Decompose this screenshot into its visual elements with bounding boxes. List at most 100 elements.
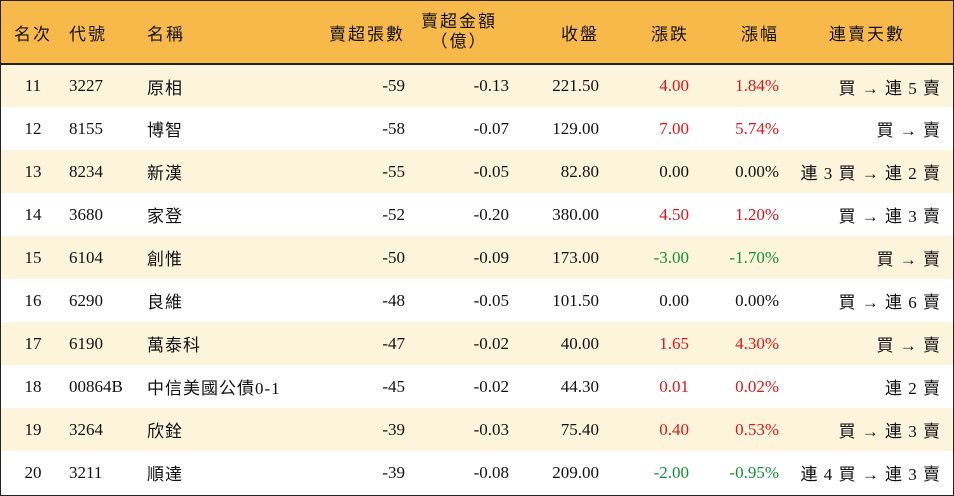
change-cell: 7.00: [659, 118, 689, 138]
net-sell-shares-cell: -39: [382, 462, 405, 482]
name-cell: 博智: [147, 121, 183, 140]
name-cell: 家登: [147, 207, 183, 226]
code-cell: 00864B: [69, 376, 123, 396]
close-cell: 173.00: [552, 247, 599, 267]
net-sell-shares-cell: -55: [382, 161, 405, 181]
streak-cell: 買 → 連 6 賣: [838, 293, 941, 312]
net-sell-shares-cell: -59: [382, 76, 405, 95]
rank-cell: 20: [24, 462, 42, 482]
change-pct-cell: -0.95%: [729, 462, 779, 482]
change-cell: 4.00: [659, 76, 689, 95]
change-cell: -3.00: [653, 247, 689, 267]
net-sell-amount-cell: -0.02: [473, 333, 509, 353]
rank-cell: 18: [24, 376, 42, 396]
header-rank[interactable]: 名次: [14, 24, 52, 44]
change-cell: -2.00: [653, 462, 689, 482]
rank-cell: 13: [24, 161, 42, 181]
rank-cell: 16: [24, 290, 42, 310]
code-cell: 3264: [69, 419, 103, 439]
header-change-pct[interactable]: 漲幅: [741, 24, 779, 44]
code-cell: 3227: [69, 76, 103, 95]
close-cell: 44.30: [560, 376, 599, 396]
header-code[interactable]: 代號: [69, 24, 107, 44]
table-row[interactable]: 12 8155 博智 -58 -0.07 129.00 7.00 5.74% 買…: [1, 107, 953, 150]
code-cell: 6290: [69, 290, 103, 310]
change-cell: 0.01: [659, 376, 689, 396]
table-row[interactable]: 14 3680 家登 -52 -0.20 380.00 4.50 1.20% 買…: [1, 193, 953, 236]
name-cell: 順達: [147, 465, 183, 484]
header-net-sell-amount-line2: （億）: [430, 32, 488, 51]
net-sell-amount-cell: -0.05: [473, 290, 509, 310]
rank-cell: 14: [24, 204, 42, 224]
rank-cell: 11: [24, 76, 42, 95]
streak-cell: 買 → 連 5 賣: [838, 78, 941, 98]
rank-cell: 12: [24, 118, 42, 138]
table-row[interactable]: 16 6290 良維 -48 -0.05 101.50 0.00 0.00% 買…: [1, 279, 953, 322]
net-sell-amount-cell: -0.13: [473, 76, 509, 95]
net-sell-shares-cell: -58: [382, 118, 405, 138]
change-cell: 4.50: [659, 204, 689, 224]
table-row[interactable]: 19 3264 欣銓 -39 -0.03 75.40 0.40 0.53% 買 …: [1, 408, 953, 451]
streak-cell: 買 → 賣: [876, 336, 941, 355]
streak-cell: 買 → 賣: [876, 250, 941, 269]
code-cell: 8155: [69, 118, 103, 138]
net-sell-amount-cell: -0.07: [473, 118, 509, 138]
close-cell: 129.00: [552, 118, 599, 138]
streak-cell: 連 4 買 → 連 3 賣: [800, 465, 941, 484]
name-cell: 良維: [147, 293, 183, 312]
net-sell-shares-cell: -48: [382, 290, 405, 310]
net-sell-amount-cell: -0.02: [473, 376, 509, 396]
streak-cell: 連 2 賣: [885, 379, 941, 398]
change-cell: 0.00: [659, 161, 689, 181]
change-pct-cell: -1.70%: [729, 247, 779, 267]
net-sell-amount-cell: -0.08: [473, 462, 509, 482]
rank-cell: 15: [24, 247, 42, 267]
net-sell-shares-cell: -47: [382, 333, 405, 353]
name-cell: 創惟: [147, 250, 183, 269]
net-sell-shares-cell: -50: [382, 247, 405, 267]
code-cell: 3680: [69, 204, 103, 224]
table-row[interactable]: 15 6104 創惟 -50 -0.09 173.00 -3.00 -1.70%…: [1, 236, 953, 279]
table-row[interactable]: 20 3211 順達 -39 -0.08 209.00 -2.00 -0.95%…: [1, 451, 953, 494]
name-cell: 原相: [147, 78, 183, 98]
net-sell-shares-cell: -39: [382, 419, 405, 439]
close-cell: 101.50: [552, 290, 599, 310]
code-cell: 6104: [69, 247, 103, 267]
change-pct-cell: 0.00%: [735, 161, 779, 181]
name-cell: 新漢: [147, 164, 183, 183]
table-row[interactable]: 18 00864B 中信美國公債0-1 -45 -0.02 44.30 0.01…: [1, 365, 953, 408]
change-pct-cell: 0.00%: [735, 290, 779, 310]
header-name[interactable]: 名稱: [147, 24, 185, 44]
streak-cell: 連 3 買 → 連 2 賣: [800, 164, 941, 183]
change-pct-cell: 0.02%: [735, 376, 779, 396]
net-sell-amount-cell: -0.03: [473, 419, 509, 439]
close-cell: 40.00: [560, 333, 599, 353]
change-pct-cell: 5.74%: [735, 118, 779, 138]
close-cell: 221.50: [552, 76, 599, 95]
table-row[interactable]: 13 8234 新漢 -55 -0.05 82.80 0.00 0.00% 連 …: [1, 150, 953, 193]
code-cell: 3211: [69, 462, 103, 482]
change-cell: 0.00: [659, 290, 689, 310]
streak-cell: 買 → 連 3 賣: [838, 207, 941, 226]
table-row[interactable]: 11 3227 原相 -59 -0.13 221.50 4.00 1.84% 買…: [1, 64, 953, 107]
header-net-sell-amount[interactable]: 賣超金額 （億）: [407, 1, 511, 64]
name-cell: 萬泰科: [147, 336, 201, 355]
change-cell: 0.40: [659, 419, 689, 439]
header-close[interactable]: 收盤: [561, 24, 599, 44]
net-sell-amount-cell: -0.05: [473, 161, 509, 181]
net-sell-shares-cell: -45: [382, 376, 405, 396]
table-header-row: 名次 代號 名稱 賣超張數 賣超金額 （億） 收盤 漲跌 漲幅 連賣天數: [1, 1, 953, 64]
change-pct-cell: 1.20%: [735, 204, 779, 224]
code-cell: 8234: [69, 161, 103, 181]
close-cell: 209.00: [552, 462, 599, 482]
header-streak[interactable]: 連賣天數: [829, 24, 905, 44]
header-change[interactable]: 漲跌: [651, 24, 689, 44]
streak-cell: 買 → 連 3 賣: [838, 422, 941, 441]
net-sell-amount-cell: -0.09: [473, 247, 509, 267]
rank-cell: 17: [24, 333, 42, 353]
header-net-sell-shares[interactable]: 賣超張數: [329, 24, 405, 44]
header-net-sell-amount-line1: 賣超金額: [421, 12, 497, 31]
table-row[interactable]: 17 6190 萬泰科 -47 -0.02 40.00 1.65 4.30% 買…: [1, 322, 953, 365]
